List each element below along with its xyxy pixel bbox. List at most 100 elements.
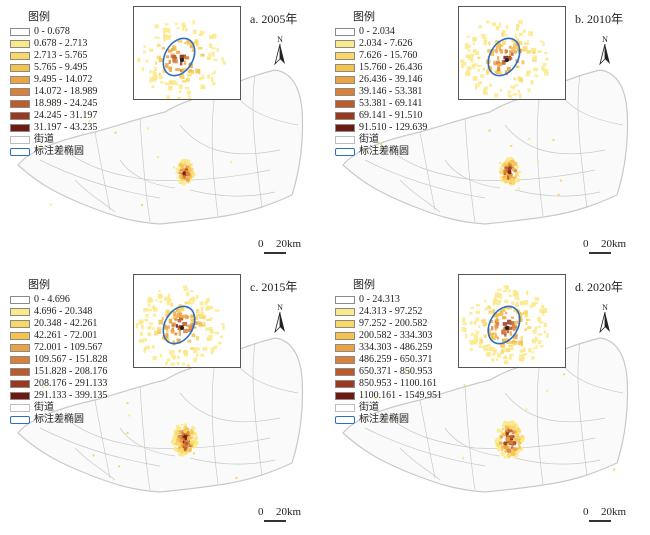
inset-density-cell xyxy=(200,84,205,90)
density-cell xyxy=(498,161,502,164)
inset-density-cell xyxy=(190,347,195,350)
legend-row: 18.989 - 24.245 xyxy=(10,98,140,110)
inset-density-cell xyxy=(196,308,200,313)
density-cell xyxy=(51,103,54,106)
inset-density-cell xyxy=(476,303,481,307)
inset-density-cell xyxy=(199,30,205,35)
density-cell xyxy=(500,451,505,457)
inset-density-cell xyxy=(491,22,497,26)
north-arrow: N xyxy=(595,36,615,66)
inset-density-cell xyxy=(137,57,141,62)
street-boundaries xyxy=(342,337,629,493)
inset-density-cell xyxy=(511,52,514,56)
inset-density-cell xyxy=(138,339,144,343)
inset-density-cell xyxy=(168,293,171,299)
inset-density-cell xyxy=(219,335,223,339)
inset-density-cell xyxy=(525,72,530,77)
legend-class-label: 1100.161 - 1549.951 xyxy=(359,390,442,401)
inset-density-cell xyxy=(210,351,213,355)
ellipse-center-point xyxy=(505,58,509,62)
legend-class-label: 109.567 - 151.828 xyxy=(34,354,108,365)
street-boundary-line xyxy=(577,342,588,477)
inset-density-cell xyxy=(487,305,491,310)
street-boundary-line xyxy=(504,124,606,155)
density-cell xyxy=(175,431,180,436)
inset-density-cell xyxy=(537,333,543,336)
legend-ellipse-label: 标注差椭圆 xyxy=(359,146,409,157)
inset-density-cell xyxy=(176,308,179,312)
density-cell xyxy=(517,431,521,435)
legend-swatch xyxy=(335,380,355,388)
legend-title-text: 图例 xyxy=(353,279,375,291)
density-hotspot xyxy=(170,423,199,457)
legend: 图例 0 - 4.696 4.696 - 20.348 20.348 - 42.261… xyxy=(10,276,140,426)
inset-density-cell xyxy=(506,307,512,310)
legend: 图例 0 - 24.313 24.313 - 97.252 97.252 - 200.… xyxy=(335,276,465,426)
inset-density-cell xyxy=(472,37,478,41)
inset-density-cell xyxy=(158,57,164,63)
inset-density-cell xyxy=(461,62,467,66)
inset-density-cell xyxy=(221,57,224,62)
inset-density-cell xyxy=(179,317,183,321)
density-cell xyxy=(508,439,514,445)
inset-density-cell xyxy=(464,44,469,50)
density-cell xyxy=(180,159,185,164)
inset-density-cell xyxy=(483,348,489,351)
legend-swatch xyxy=(10,112,30,120)
legend-row: 0 - 0.678 xyxy=(10,26,140,38)
inset-density-cell xyxy=(173,311,177,316)
inset-density-cell xyxy=(191,48,195,52)
inset-density-cell xyxy=(221,323,225,326)
legend-swatch-ellipse xyxy=(335,148,355,156)
density-cell xyxy=(380,142,383,146)
inset-density-cell xyxy=(497,288,502,291)
study-region-map xyxy=(342,337,629,493)
inset-density-cell xyxy=(515,293,519,297)
density-cell xyxy=(192,452,196,455)
street-boundary-line xyxy=(59,144,271,181)
density-cell xyxy=(503,169,508,174)
inset-density-cell xyxy=(493,60,496,65)
inset-density-cell xyxy=(175,68,181,71)
inset-density-cell xyxy=(469,311,473,315)
inset-density-cell xyxy=(213,70,216,75)
inset-density-cell xyxy=(512,289,516,295)
inset-density-cell xyxy=(469,348,473,351)
inset-density-cell xyxy=(513,44,518,49)
inset-density-cell xyxy=(480,339,483,344)
inset-density-cell xyxy=(142,338,147,342)
inset-density-cell xyxy=(480,74,484,78)
inset-density-cell xyxy=(184,28,188,32)
inset-density-cell xyxy=(497,56,500,60)
density-cell xyxy=(187,447,193,453)
inset-density-cell xyxy=(153,67,158,71)
inset-density-cell xyxy=(518,314,523,318)
inset-density-cell xyxy=(209,327,213,330)
inset-density-cell xyxy=(168,34,172,37)
inset-density-cell xyxy=(158,72,161,77)
density-cell xyxy=(179,439,184,443)
study-region-map xyxy=(17,69,304,225)
legend-ellipse-label: 标注差椭圆 xyxy=(34,414,84,425)
inset-density-cell xyxy=(203,321,206,327)
legend-swatch xyxy=(10,320,30,328)
inset-density-cell xyxy=(512,93,517,96)
legend-class-label: 91.510 - 129.639 xyxy=(359,122,428,133)
density-cell xyxy=(501,449,504,452)
density-cell xyxy=(517,187,520,190)
inset-density-cell xyxy=(143,50,147,54)
inset-density-cell xyxy=(149,325,152,330)
inset-density-cell xyxy=(501,32,504,37)
inset-density-cell xyxy=(495,45,498,49)
inset-density-cell xyxy=(214,331,219,335)
legend-class-label: 0 - 4.696 xyxy=(34,294,70,305)
inset-density-cell xyxy=(186,90,191,95)
inset-density-cell xyxy=(205,327,211,331)
north-arrow: N xyxy=(270,36,290,66)
inset-density-cell xyxy=(191,322,195,327)
map-panel-a: 图例 0 - 0.678 0.678 - 2.713 2.713 - 5.765 5.7… xyxy=(0,0,320,265)
inset-density-cell xyxy=(527,88,531,92)
density-cell xyxy=(192,444,197,449)
inset-density-cell xyxy=(189,314,193,319)
inset-density-cell xyxy=(519,41,523,46)
